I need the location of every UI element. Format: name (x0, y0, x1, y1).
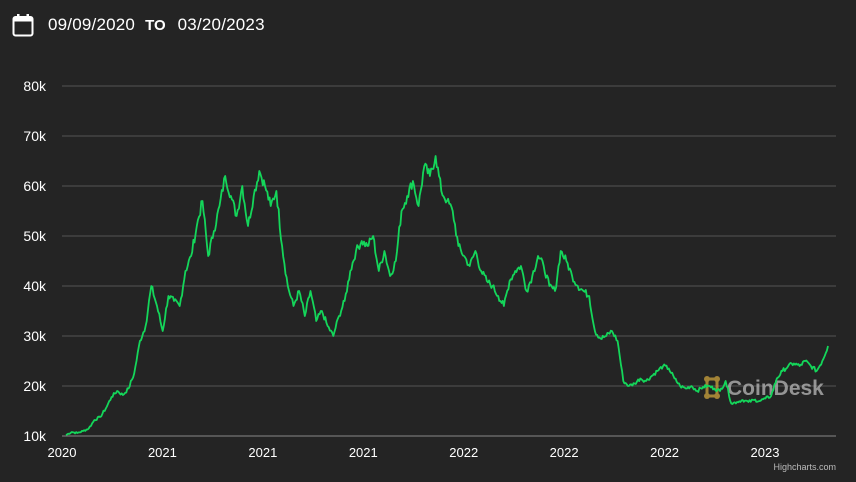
y-tick-label: 80k (23, 78, 47, 94)
y-tick-label: 40k (23, 278, 47, 294)
date-separator: TO (145, 16, 166, 34)
y-tick-label: 70k (23, 128, 47, 144)
highcharts-credit[interactable]: Highcharts.com (773, 462, 836, 472)
x-tick-label: 2021 (349, 445, 378, 460)
x-tick-label: 2020 (48, 445, 77, 460)
date-range-selector[interactable]: 09/09/2020 TO 03/20/2023 (12, 10, 265, 40)
x-tick-label: 2021 (148, 445, 177, 460)
y-tick-label: 60k (23, 178, 47, 194)
end-date[interactable]: 03/20/2023 (177, 15, 265, 34)
start-date[interactable]: 09/09/2020 (48, 15, 136, 34)
y-tick-label: 50k (23, 228, 47, 244)
watermark-text: CoinDesk (727, 377, 824, 400)
y-axis-labels: 10k 20k 30k 40k 50k 60k 70k 80k (23, 78, 47, 444)
x-tick-label: 2022 (550, 445, 579, 460)
grid-lines (62, 85, 836, 437)
x-axis-labels: 2020 2021 2021 2021 2022 2022 2022 2023 (48, 445, 780, 460)
series-line[interactable] (65, 155, 829, 436)
x-tick-label: 2021 (248, 445, 277, 460)
y-tick-label: 10k (23, 428, 47, 444)
y-tick-label: 20k (23, 378, 47, 394)
x-tick-label: 2023 (751, 445, 780, 460)
y-tick-label: 30k (23, 328, 47, 344)
calendar-icon[interactable] (12, 13, 34, 37)
x-tick-label: 2022 (449, 445, 478, 460)
x-tick-label: 2022 (650, 445, 679, 460)
